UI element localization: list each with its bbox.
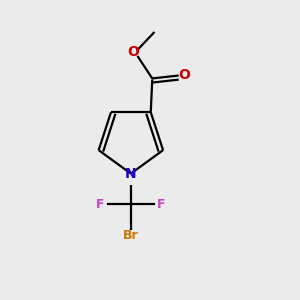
Text: F: F xyxy=(96,198,105,211)
Text: O: O xyxy=(179,68,190,83)
Text: O: O xyxy=(127,45,139,59)
Text: F: F xyxy=(157,198,165,211)
Text: N: N xyxy=(125,167,137,181)
Text: Br: Br xyxy=(123,229,139,242)
